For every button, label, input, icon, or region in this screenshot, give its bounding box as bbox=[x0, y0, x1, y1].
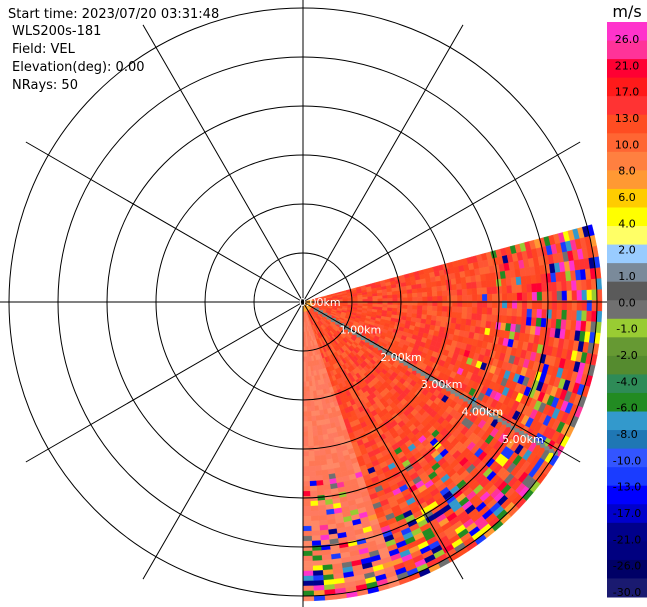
colorbar-tick-label: -10.0 bbox=[613, 454, 641, 467]
colorbar-tick-label: 4.0 bbox=[618, 217, 636, 230]
colorbar-tick-label: 6.0 bbox=[618, 191, 636, 204]
colorbar-tick-label: -30.0 bbox=[613, 586, 641, 599]
colorbar-tick-label: -4.0 bbox=[616, 375, 637, 388]
colorbar-tick-label: -13.0 bbox=[613, 481, 641, 494]
colorbar-tick-label: -6.0 bbox=[616, 402, 637, 415]
colorbar-tick-label: 0.0 bbox=[618, 296, 636, 309]
colorbar-tick-label: 1.0 bbox=[618, 270, 636, 283]
colorbar-tick-label: -26.0 bbox=[613, 560, 641, 573]
velocity-gates bbox=[302, 224, 603, 602]
colorbar-tick-label: -1.0 bbox=[616, 323, 637, 336]
colorbar-tick-label: 17.0 bbox=[615, 86, 640, 99]
colorbar-tick-label: 10.0 bbox=[615, 138, 640, 151]
colorbar-unit-label: m/s bbox=[612, 2, 641, 21]
colorbar-tick-label: 26.0 bbox=[615, 33, 640, 46]
colorbar-tick-label: 2.0 bbox=[618, 244, 636, 257]
colorbar-tick-label: 8.0 bbox=[618, 165, 636, 178]
colorbar-tick-label: 21.0 bbox=[615, 59, 640, 72]
colorbar-tick-label: -17.0 bbox=[613, 507, 641, 520]
colorbar-tick-label: -2.0 bbox=[616, 349, 637, 362]
colorbar-tick-label: -8.0 bbox=[616, 428, 637, 441]
colorbar-tick-label: 13.0 bbox=[615, 112, 640, 125]
colorbar-tick-label: -21.0 bbox=[613, 533, 641, 546]
